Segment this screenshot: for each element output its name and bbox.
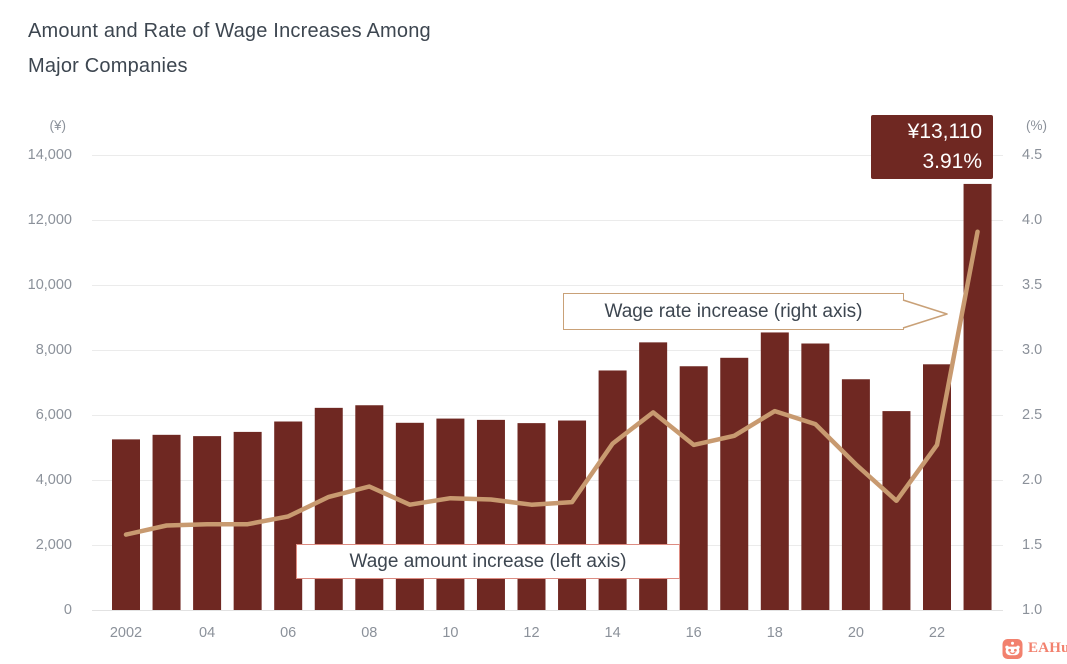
bar-2008 — [355, 405, 384, 610]
rate-callout-arrow-icon — [902, 299, 948, 329]
left-axis-tick: 14,000 — [27, 147, 72, 163]
bar-2010 — [436, 418, 465, 610]
right-axis-tick: 3.5 — [1022, 277, 1043, 293]
eahub-watermark: EAHub — [1002, 638, 1067, 659]
bar-2012 — [517, 423, 546, 610]
x-axis-tick: 14 — [604, 625, 621, 641]
x-axis-tick: 16 — [685, 625, 702, 641]
bar-2013 — [558, 420, 587, 610]
right-axis-tick: 1.5 — [1022, 537, 1043, 553]
x-axis-tick: 22 — [928, 625, 946, 641]
right-axis-tick: 2.5 — [1022, 407, 1043, 423]
bar-2003 — [152, 434, 181, 610]
rate-line — [123, 229, 980, 537]
bar-2023 — [963, 183, 992, 611]
bar-2021 — [882, 411, 911, 610]
bar-2011 — [476, 419, 505, 610]
left-axis-tick: 10,000 — [27, 277, 72, 293]
x-axis-tick: 08 — [361, 625, 378, 641]
rate-series-label-text: Wage rate increase (right axis) — [604, 300, 863, 322]
right-axis-unit: (%) — [1026, 118, 1047, 133]
bar-2020 — [841, 379, 870, 610]
chart-title: Amount and Rate of Wage Increases Among … — [28, 14, 431, 84]
x-axis-tick: 18 — [766, 625, 783, 641]
left-axis-tick: 8,000 — [35, 342, 72, 358]
eahub-watermark-text: EAHub — [1028, 640, 1067, 656]
left-axis-tick: 12,000 — [27, 212, 72, 228]
x-axis-tick: 2002 — [109, 625, 143, 641]
bar-2002 — [112, 439, 140, 610]
x-axis-tick: 12 — [523, 625, 540, 641]
left-axis-unit: (¥) — [49, 118, 67, 133]
right-axis-tick: 4.5 — [1022, 147, 1043, 163]
left-axis-tick: 4,000 — [35, 472, 72, 488]
chart-title-line2: Major Companies — [28, 55, 188, 77]
bar-2016 — [679, 366, 708, 610]
left-axis-tick: 0 — [63, 602, 72, 618]
left-axis-tick: 6,000 — [35, 407, 72, 423]
x-axis-tick: 10 — [442, 625, 459, 641]
right-axis-tick: 2.0 — [1022, 472, 1043, 488]
x-axis-tick: 06 — [280, 625, 297, 641]
x-axis-tick: 04 — [199, 625, 216, 641]
right-axis-tick: 1.0 — [1022, 602, 1043, 618]
right-axis-tick: 3.0 — [1022, 342, 1043, 358]
right-axis-tick: 4.0 — [1022, 212, 1043, 228]
bar-2017 — [720, 357, 749, 610]
chart-title-line1: Amount and Rate of Wage Increases Among — [28, 20, 431, 42]
amount-series-label-text: Wage amount increase (left axis) — [349, 550, 627, 572]
bar-2019 — [801, 343, 830, 610]
eahub-robot-icon — [1002, 639, 1023, 659]
x-axis-tick: 20 — [847, 625, 864, 641]
latest-rate-value: 3.91% — [922, 150, 982, 173]
bar-2009 — [395, 422, 424, 610]
latest-amount-value: ¥13,110 — [907, 120, 982, 143]
latest-value-annotation: ¥13,110 3.91% — [871, 115, 993, 179]
bar-2018 — [760, 332, 789, 610]
amount-series-label: Wage amount increase (left axis) — [296, 544, 680, 579]
rate-series-label: Wage rate increase (right axis) — [563, 293, 904, 330]
bar-2007 — [314, 407, 343, 610]
left-axis-tick: 2,000 — [35, 537, 72, 553]
